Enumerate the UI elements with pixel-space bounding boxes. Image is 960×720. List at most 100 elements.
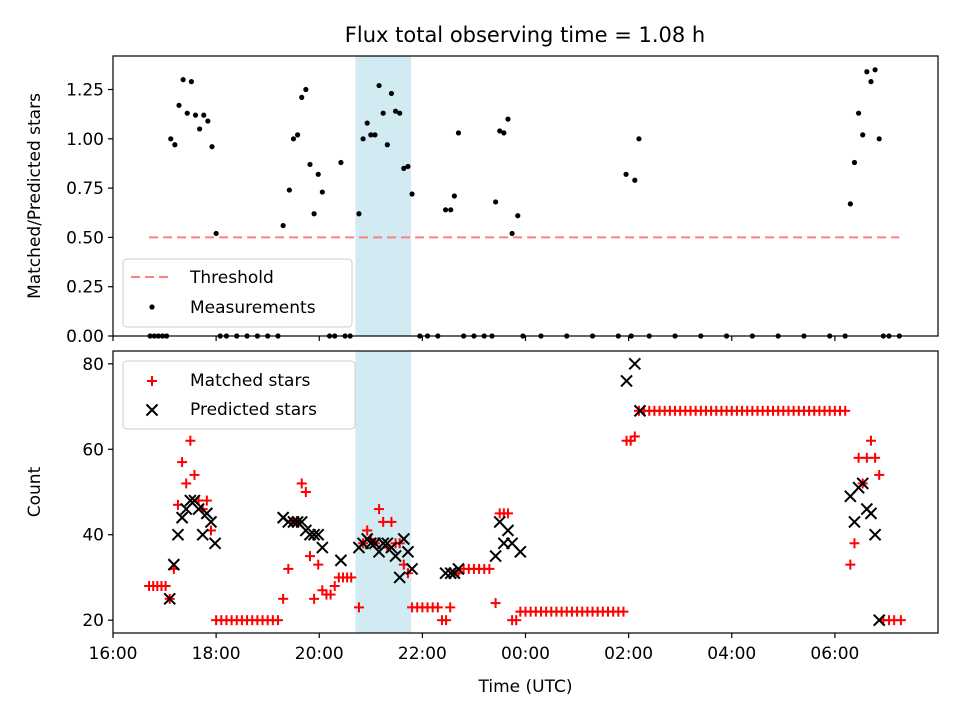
data-point — [384, 142, 390, 148]
x-tick-label: 22:00 — [398, 644, 447, 664]
data-point — [401, 165, 407, 171]
data-point — [356, 211, 362, 217]
data-point — [620, 374, 633, 388]
data-point — [307, 528, 321, 541]
top-panel: 0.00 0.25 0.50 0.75 1.00 1.25 Matched/Predicte… — [25, 55, 939, 347]
data-point — [847, 201, 853, 207]
data-point — [168, 136, 174, 142]
x-tick-label: 06:00 — [810, 644, 859, 664]
data-point — [439, 566, 452, 580]
x-b — [171, 528, 185, 541]
y-tick-label: 0.50 — [66, 228, 104, 248]
x-b — [848, 515, 861, 529]
data-point — [286, 187, 292, 193]
legend-matched-label: Matched stars — [190, 371, 310, 391]
data-point — [856, 477, 869, 490]
data-point — [188, 494, 201, 507]
x-b — [192, 502, 205, 516]
x-b — [295, 515, 308, 529]
data-point — [204, 515, 218, 529]
x-b — [444, 566, 457, 580]
y-tick-label: 60 — [82, 440, 104, 460]
x-b — [163, 592, 176, 606]
data-point — [192, 502, 205, 516]
data-point — [315, 171, 321, 177]
data-point — [303, 86, 309, 93]
data-point — [313, 559, 324, 570]
data-point — [876, 136, 882, 142]
legend-box — [122, 258, 353, 328]
data-point — [213, 230, 219, 237]
data-point — [177, 457, 188, 468]
data-point — [295, 515, 308, 529]
data-point — [860, 132, 866, 138]
x-b — [204, 515, 218, 529]
data-point — [184, 110, 190, 116]
bottom-panel: 20 40 60 80 16:00 18:00 20:00 22:00 00:00 02:00 04… — [25, 350, 939, 697]
data-point — [895, 615, 906, 626]
data-point — [163, 592, 176, 606]
y-tick-label: 40 — [82, 526, 104, 546]
data-point — [872, 67, 878, 73]
data-point — [294, 132, 301, 138]
data-point — [509, 230, 515, 237]
legend-box — [122, 360, 356, 430]
x-b — [385, 541, 398, 554]
y-tick-label: 80 — [82, 355, 104, 375]
series-measurements — [147, 67, 902, 339]
data-point — [490, 598, 501, 609]
data-point — [502, 508, 513, 519]
data-point — [201, 495, 212, 506]
data-point — [205, 118, 211, 124]
data-point — [192, 112, 199, 118]
data-point — [501, 130, 507, 136]
y-tick-label: 1.25 — [66, 81, 104, 101]
data-point — [372, 132, 378, 138]
x-tick-label: 18:00 — [192, 644, 241, 664]
x-b — [868, 528, 882, 541]
data-point — [200, 507, 214, 520]
x-b — [393, 571, 406, 584]
x-b — [307, 528, 321, 541]
x-b — [389, 549, 402, 563]
data-point — [636, 136, 642, 142]
data-point — [497, 128, 503, 134]
y-tick-label: 20 — [82, 611, 104, 631]
data-point — [870, 452, 881, 463]
data-point — [405, 562, 419, 576]
data-point — [851, 159, 858, 166]
data-point — [848, 515, 861, 529]
data-point — [868, 528, 882, 541]
data-point — [392, 108, 399, 114]
x-b — [334, 554, 348, 567]
data-point — [208, 537, 222, 550]
x-b — [401, 545, 415, 559]
data-point — [376, 82, 382, 89]
data-point — [181, 478, 192, 489]
data-point — [171, 528, 185, 541]
data-point — [319, 189, 325, 195]
data-point — [316, 541, 329, 554]
x-axis-label: Time (UTC) — [478, 677, 573, 697]
legend-measurements-swatch — [149, 304, 155, 310]
y-axis-label: Matched/Predicted stars — [25, 93, 45, 299]
data-point — [296, 478, 307, 489]
data-point — [380, 110, 386, 116]
x-b — [856, 477, 869, 490]
data-point — [864, 69, 870, 75]
data-point — [325, 589, 336, 600]
legend-threshold-label: Threshold — [189, 268, 274, 288]
data-point — [376, 537, 390, 550]
data-point — [280, 222, 286, 229]
chart-title: Flux total observing time = 1.08 h — [345, 23, 705, 47]
legend-predicted-label: Predicted stars — [190, 400, 317, 420]
x-b — [291, 515, 304, 529]
data-point — [290, 136, 297, 142]
x-b — [184, 494, 197, 507]
data-point — [374, 504, 385, 515]
x-b — [167, 558, 181, 571]
data-point — [201, 112, 207, 118]
x-tick-label: 04:00 — [707, 644, 756, 664]
data-point — [393, 571, 406, 584]
